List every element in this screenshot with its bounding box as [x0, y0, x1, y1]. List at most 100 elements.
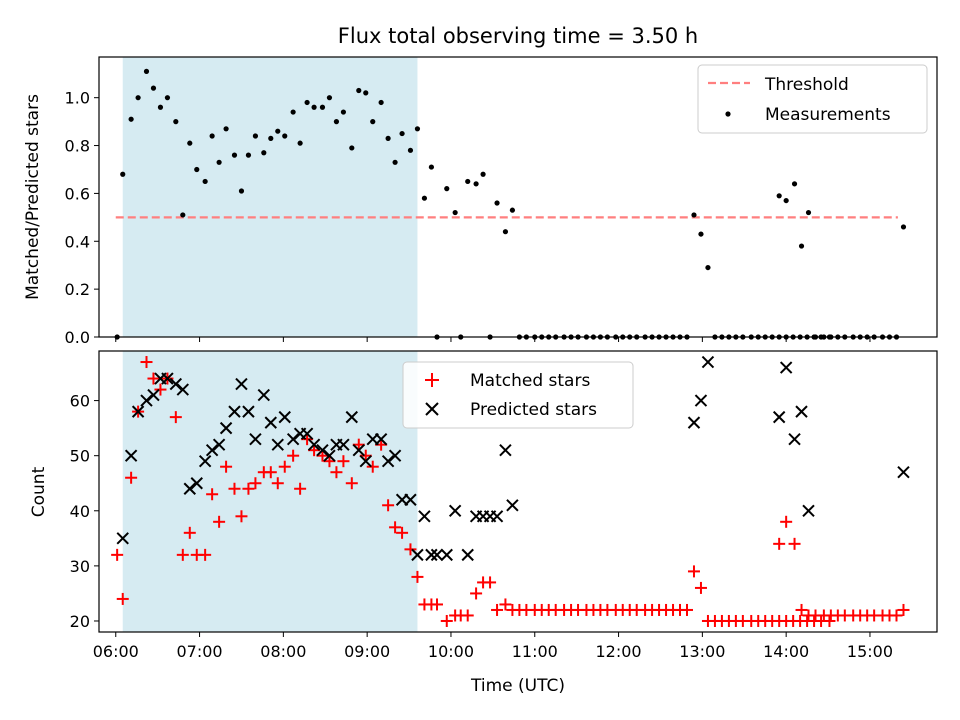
x-tick-label: 08:00 [260, 642, 306, 661]
measurement-point [209, 133, 215, 139]
predicted-star-point [300, 427, 314, 440]
measurement-point [407, 147, 414, 153]
measurement-point [494, 200, 500, 206]
top-y-tick-label: 0.2 [65, 280, 90, 299]
predicted-star-point [802, 504, 815, 517]
top-legend-box [697, 64, 928, 134]
predicted-star-point [116, 532, 129, 545]
predicted-star-point [404, 493, 417, 506]
predicted-star-point [701, 355, 715, 369]
bottom-x-ticks: 06:00 07:00 08:00 09:00 10:00 11:00 12:00 13:00… [93, 632, 893, 661]
matched-star-point [694, 581, 707, 594]
measurement-point [173, 119, 179, 125]
x-tick-label: 06:00 [93, 642, 139, 661]
predicted-star-point [788, 432, 801, 446]
bottom-y-tick-label: 50 [70, 447, 90, 466]
predicted-star-point [694, 394, 708, 407]
predicted-star-point [381, 454, 395, 468]
matched-star-point [411, 570, 424, 583]
matched-star-point [404, 543, 417, 556]
matched-star-point [330, 466, 343, 479]
matched-star-point [294, 482, 307, 495]
predicted-star-point [506, 499, 519, 512]
measurement-point [180, 212, 186, 218]
matched-star-point [116, 592, 129, 605]
measurement-point [319, 104, 326, 110]
measurement-point [164, 95, 171, 101]
measurement-point [268, 135, 274, 141]
predicted-star-point [374, 432, 388, 446]
predicted-star-point [687, 416, 701, 429]
predicted-star-point [411, 548, 424, 562]
predicted-star-point [205, 443, 219, 457]
predicted-star-point [316, 443, 329, 457]
measurement-point [245, 152, 252, 158]
matched-star-point [301, 433, 314, 446]
predicted-star-point [161, 372, 174, 385]
measurement-point [705, 264, 711, 271]
measurement-point [304, 99, 310, 106]
matched-star-point [382, 499, 395, 512]
measurement-point [414, 126, 421, 132]
measurement-point [231, 152, 238, 158]
matched-star-point [235, 510, 248, 523]
x-tick-label: 11:00 [512, 642, 558, 661]
predicted-star-point [198, 454, 212, 468]
measurement-point [783, 197, 789, 204]
measurement-point [261, 150, 267, 156]
x-tick-label: 10:00 [428, 642, 474, 661]
matched-star-point [430, 598, 443, 611]
matched-star-point [242, 482, 255, 495]
predicted-star-point [124, 449, 138, 462]
matched-star-point [220, 460, 233, 473]
predicted-star-point [425, 548, 438, 562]
top-axes-frame [98, 56, 938, 338]
measurement-point [798, 243, 805, 249]
predicted-star-point [345, 410, 359, 424]
matched-star-point [345, 477, 358, 490]
predicted-star-point [440, 548, 453, 562]
measurement-point [428, 164, 435, 170]
bottom-y-ticks: 20 30 40 50 60 [70, 392, 99, 631]
predicted-star-point [448, 504, 462, 517]
measurement-point [791, 181, 798, 187]
x-tick-label: 07:00 [177, 642, 223, 661]
predicted-star-point [307, 438, 321, 451]
bottom-y-axis-label: Count [29, 466, 49, 517]
matched-star-point [484, 576, 497, 589]
top-y-ticks: 0.0 0.2 0.4 0.6 0.8 1.0 [65, 89, 871, 347]
measurement-point [385, 135, 391, 141]
x-tick-label: 09:00 [344, 642, 390, 661]
legend-measurements-swatch [725, 111, 731, 117]
matched-star-point [461, 609, 474, 622]
bottom-y-tick-label: 60 [70, 392, 90, 411]
predicted-star-point [183, 482, 196, 495]
matched-star-point [352, 438, 365, 451]
matched-star-point [287, 449, 300, 462]
predicted-star-point [278, 410, 291, 424]
measurement-point [143, 68, 150, 74]
measurement-point [473, 181, 479, 187]
predicted-star-point [147, 388, 160, 402]
matched-star-point [337, 455, 350, 468]
matched-star-point [125, 471, 138, 484]
predicted-star-point [249, 432, 262, 446]
matched-star-point [795, 603, 808, 616]
measurement-point [776, 193, 782, 199]
measurement-point [194, 166, 200, 173]
matched-star-point [396, 526, 409, 539]
bottom-panel: 20 30 40 50 60 06:00 07:00 08:00 09:00 10:00 11:0… [29, 350, 938, 696]
legend-matched-label: Matched stars [470, 371, 590, 391]
matched-star-point [111, 548, 124, 561]
matched-star-point [823, 614, 836, 627]
legend-predicted-swatch [425, 402, 439, 416]
measurement-point [444, 186, 450, 192]
measurement-point [202, 178, 208, 185]
top-legend: Threshold Measurements [697, 64, 928, 134]
matched-star-point [491, 603, 504, 616]
measurement-point [421, 195, 428, 201]
predicted-star-point [235, 377, 248, 391]
chart-title: Flux total observing time = 3.50 h [338, 24, 698, 48]
bottom-y-tick-label: 30 [70, 557, 90, 576]
